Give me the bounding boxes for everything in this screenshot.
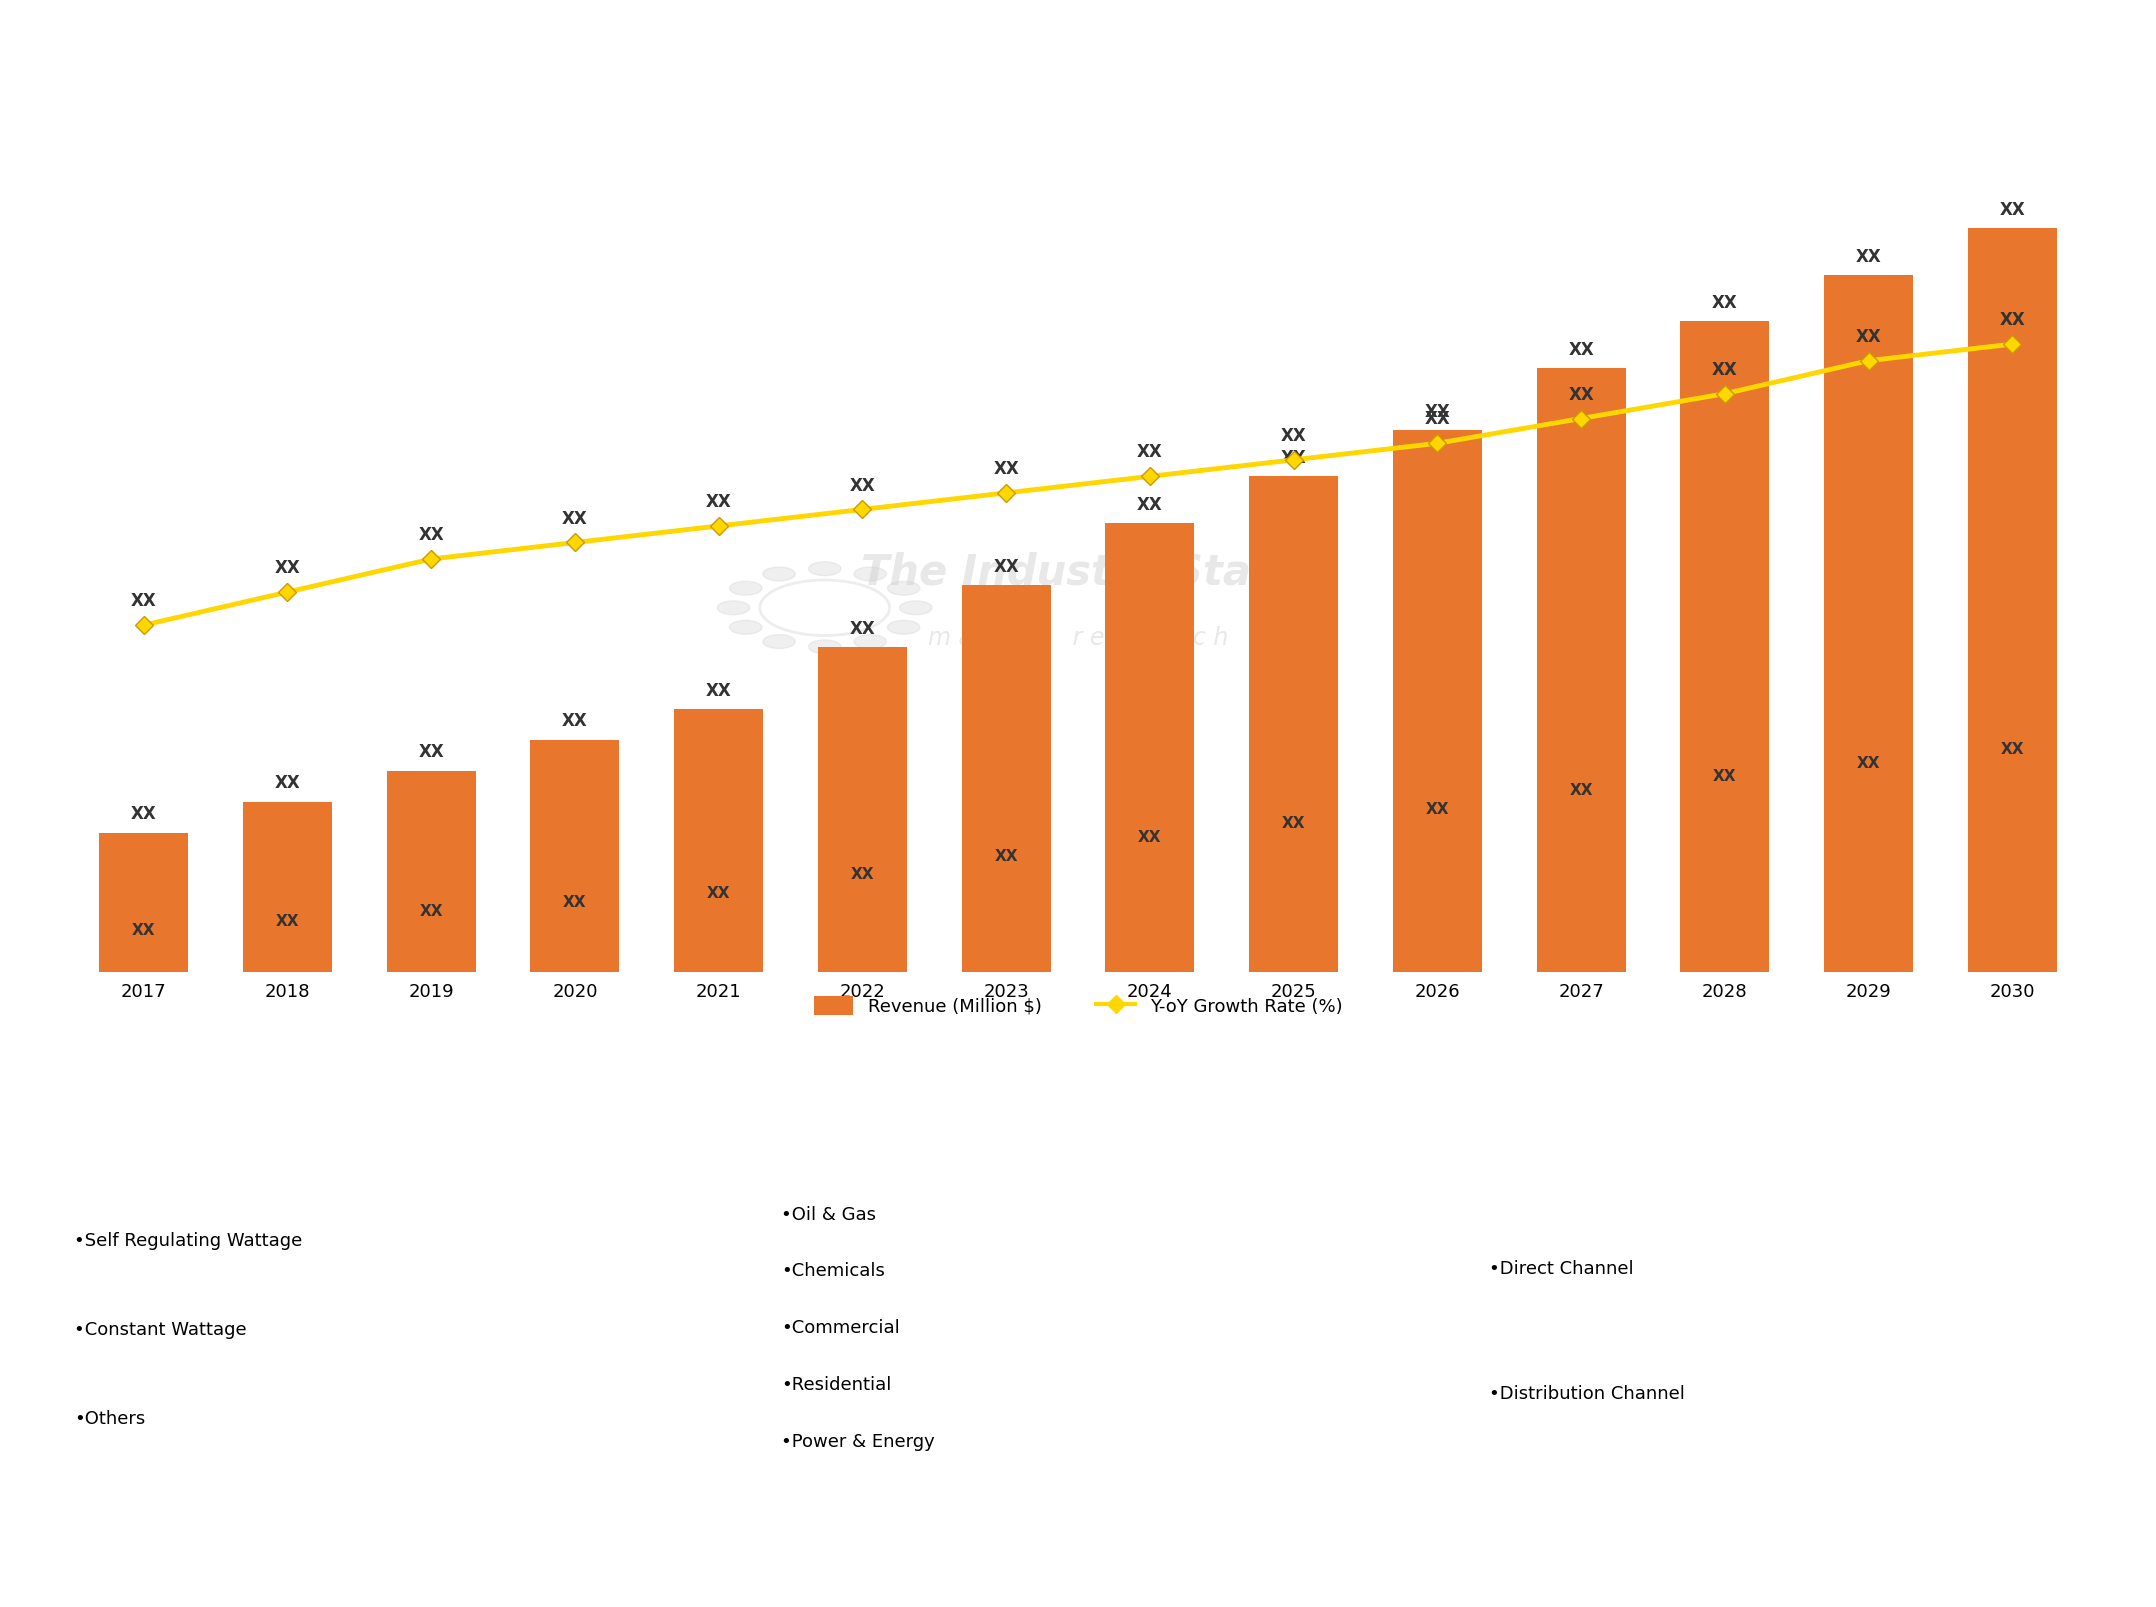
Bar xyxy=(675,709,763,972)
Text: XX: XX xyxy=(1425,410,1451,429)
Text: XX: XX xyxy=(132,593,157,611)
Text: Sales Channels: Sales Channels xyxy=(1705,1099,1865,1118)
Text: XX: XX xyxy=(705,493,731,511)
Text: •Power & Energy: •Power & Energy xyxy=(780,1433,936,1451)
Text: •Constant Wattage: •Constant Wattage xyxy=(73,1321,246,1339)
Bar xyxy=(1968,228,2057,972)
Circle shape xyxy=(888,582,921,595)
Circle shape xyxy=(888,620,921,635)
Text: •Distribution Channel: •Distribution Channel xyxy=(1488,1385,1684,1403)
Text: XX: XX xyxy=(994,460,1020,477)
Text: XX: XX xyxy=(1712,362,1738,379)
Text: XX: XX xyxy=(1856,755,1880,770)
Text: XX: XX xyxy=(420,905,442,919)
Legend: Revenue (Million $), Y-oY Growth Rate (%): Revenue (Million $), Y-oY Growth Rate (%… xyxy=(806,988,1350,1024)
Text: XX: XX xyxy=(1570,784,1593,799)
Text: XX: XX xyxy=(1281,427,1307,445)
Text: XX: XX xyxy=(1856,247,1882,265)
Circle shape xyxy=(729,620,761,635)
Circle shape xyxy=(729,582,761,595)
Text: •Residential: •Residential xyxy=(780,1376,893,1395)
Text: •Commercial: •Commercial xyxy=(780,1319,899,1337)
Text: XX: XX xyxy=(707,885,731,900)
Text: •Oil & Gas: •Oil & Gas xyxy=(780,1205,875,1223)
Text: XX: XX xyxy=(994,848,1018,863)
Text: XX: XX xyxy=(1136,444,1162,461)
Bar xyxy=(386,771,476,972)
Circle shape xyxy=(899,601,931,615)
Circle shape xyxy=(808,640,841,654)
Text: •Self Regulating Wattage: •Self Regulating Wattage xyxy=(73,1231,302,1250)
Text: XX: XX xyxy=(132,805,157,823)
Text: XX: XX xyxy=(1283,816,1304,831)
Text: XX: XX xyxy=(276,914,300,929)
Text: XX: XX xyxy=(1138,829,1162,845)
Text: XX: XX xyxy=(418,744,444,762)
Text: Website: www.theindustrystats.com: Website: www.theindustrystats.com xyxy=(1509,1551,1850,1570)
Text: Product Types: Product Types xyxy=(298,1099,444,1118)
Bar xyxy=(962,585,1050,972)
Text: m a r k e t   r e s e a r c h: m a r k e t r e s e a r c h xyxy=(927,627,1229,651)
Bar xyxy=(1680,321,1770,972)
Text: XX: XX xyxy=(1999,201,2024,219)
Text: XX: XX xyxy=(1136,495,1162,514)
Bar xyxy=(244,802,332,972)
Text: XX: XX xyxy=(274,559,300,577)
Text: XX: XX xyxy=(274,775,300,792)
Text: The Industry Stats: The Industry Stats xyxy=(860,553,1296,595)
Text: XX: XX xyxy=(132,922,155,938)
Text: XX: XX xyxy=(1856,328,1882,346)
Bar xyxy=(817,646,908,972)
Text: XX: XX xyxy=(849,620,875,638)
Text: XX: XX xyxy=(852,868,873,882)
Text: XX: XX xyxy=(1567,341,1593,358)
Circle shape xyxy=(854,635,886,649)
Text: XX: XX xyxy=(1425,802,1449,816)
Text: Application: Application xyxy=(1020,1099,1136,1118)
Circle shape xyxy=(763,567,796,580)
Text: XX: XX xyxy=(563,895,586,910)
Text: •Direct Channel: •Direct Channel xyxy=(1488,1260,1632,1278)
Text: XX: XX xyxy=(994,558,1020,575)
Text: XX: XX xyxy=(1999,312,2024,329)
Text: XX: XX xyxy=(705,681,731,699)
Text: XX: XX xyxy=(1281,448,1307,468)
Text: Source: Theindustrystats Analysis: Source: Theindustrystats Analysis xyxy=(43,1551,362,1570)
Bar xyxy=(1537,368,1626,972)
Circle shape xyxy=(763,635,796,649)
Bar xyxy=(1248,476,1339,972)
Bar xyxy=(530,739,619,972)
Text: XX: XX xyxy=(1712,294,1738,312)
Text: XX: XX xyxy=(418,525,444,545)
Bar xyxy=(1824,275,1912,972)
Text: XX: XX xyxy=(563,509,589,527)
Circle shape xyxy=(854,567,886,580)
Text: XX: XX xyxy=(849,477,875,495)
Text: XX: XX xyxy=(563,712,589,731)
Text: XX: XX xyxy=(1714,770,1736,784)
Text: XX: XX xyxy=(1425,403,1451,421)
Bar xyxy=(99,832,188,972)
Circle shape xyxy=(718,601,750,615)
Text: XX: XX xyxy=(1567,386,1593,403)
Circle shape xyxy=(808,562,841,575)
Bar xyxy=(1393,429,1481,972)
Bar xyxy=(1106,522,1194,972)
Text: •Chemicals: •Chemicals xyxy=(780,1263,886,1281)
Text: XX: XX xyxy=(2001,741,2024,757)
Text: •Others: •Others xyxy=(73,1411,144,1429)
Text: Fig. Global Electric Heat Tracing Market Status and Outlook: Fig. Global Electric Heat Tracing Market… xyxy=(28,35,1007,63)
Text: Email: sales@theindustrystats.com: Email: sales@theindustrystats.com xyxy=(798,1551,1128,1570)
